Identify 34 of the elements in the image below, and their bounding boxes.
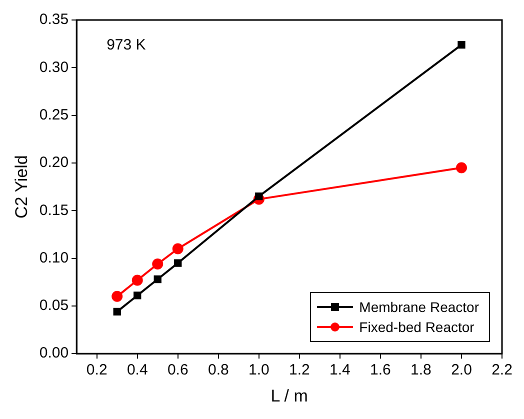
point [174, 259, 182, 267]
y-tick-label: 0.25 [39, 106, 69, 124]
x-tick-label: 0.4 [126, 362, 148, 379]
y-tick-label: 0.00 [39, 344, 69, 362]
point [458, 40, 466, 49]
y-tick-label: 0.30 [39, 58, 69, 76]
y-tick-label: 0.35 [39, 11, 69, 28]
point [172, 243, 184, 254]
x-tick-label: 2.0 [451, 362, 472, 379]
x-tick-label: 1.6 [370, 362, 391, 379]
point [456, 162, 467, 174]
x-tick-label: 0.8 [208, 362, 229, 379]
x-tick-label: 1.4 [330, 362, 350, 379]
point [134, 292, 142, 300]
x-tick-label: 1.2 [288, 362, 310, 379]
legend-label: Fixed-bed Reactor [359, 318, 474, 335]
x-tick-label: 1.0 [248, 362, 270, 379]
annotation: 973 K [106, 36, 146, 54]
point [113, 308, 121, 316]
x-tick-label: 2.2 [492, 362, 512, 379]
x-tick-label: 0.6 [167, 362, 188, 379]
y-tick-label: 0.10 [39, 249, 69, 266]
legend-label: Membrane Reactor [359, 298, 479, 315]
y-tick-label: 0.20 [39, 154, 69, 172]
point [112, 290, 123, 302]
point [152, 258, 164, 270]
y-axis-title: C2 Yield [12, 155, 31, 218]
x-tick-label: 1.8 [410, 362, 432, 379]
point [132, 274, 143, 286]
point [154, 275, 162, 284]
x-tick-label: 0.2 [86, 362, 108, 379]
x-axis-title: L / m [270, 386, 308, 406]
y-tick-label: 0.15 [39, 202, 69, 219]
y-tick-label: 0.05 [39, 297, 69, 314]
